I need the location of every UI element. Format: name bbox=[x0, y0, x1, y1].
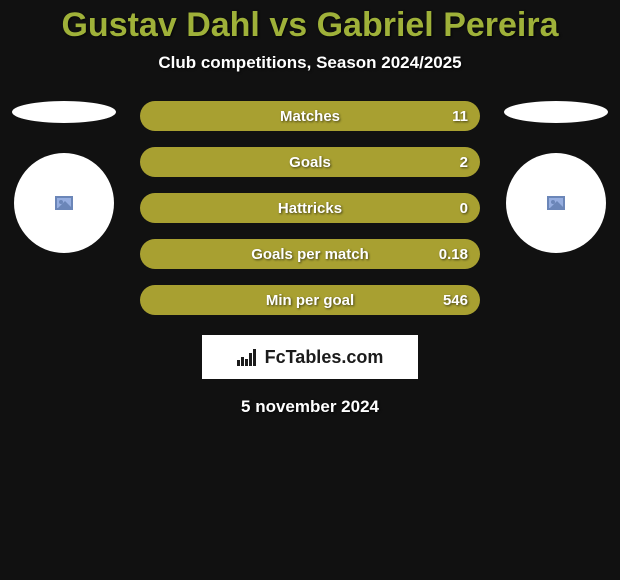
stat-value: 0.18 bbox=[434, 246, 468, 263]
stat-value: 0 bbox=[434, 200, 468, 217]
bar-chart-icon bbox=[237, 348, 259, 366]
stat-bar-goals: Goals 2 bbox=[140, 147, 480, 177]
stat-label: Hattricks bbox=[152, 200, 434, 217]
stat-bar-min-per-goal: Min per goal 546 bbox=[140, 285, 480, 315]
stat-value: 546 bbox=[434, 292, 468, 309]
stat-label: Min per goal bbox=[152, 292, 434, 309]
player-left-column bbox=[8, 101, 120, 253]
stat-label: Matches bbox=[152, 108, 434, 125]
image-placeholder-icon bbox=[55, 196, 73, 210]
stat-label: Goals per match bbox=[152, 246, 434, 263]
player-right-column bbox=[500, 101, 612, 253]
date: 5 november 2024 bbox=[0, 397, 620, 417]
stat-bar-matches: Matches 11 bbox=[140, 101, 480, 131]
stats-bars: Matches 11 Goals 2 Hattricks 0 Goals per… bbox=[140, 101, 480, 315]
stat-value: 2 bbox=[434, 154, 468, 171]
team-badge-left bbox=[12, 101, 116, 123]
page-title: Gustav Dahl vs Gabriel Pereira bbox=[0, 6, 620, 45]
branding: FcTables.com bbox=[202, 335, 418, 379]
comparison-card: Gustav Dahl vs Gabriel Pereira Club comp… bbox=[0, 0, 620, 417]
image-placeholder-icon bbox=[547, 196, 565, 210]
player-avatar-right bbox=[506, 153, 606, 253]
subtitle: Club competitions, Season 2024/2025 bbox=[0, 53, 620, 73]
stat-bar-goals-per-match: Goals per match 0.18 bbox=[140, 239, 480, 269]
player-avatar-left bbox=[14, 153, 114, 253]
team-badge-right bbox=[504, 101, 608, 123]
stat-bar-hattricks: Hattricks 0 bbox=[140, 193, 480, 223]
stat-value: 11 bbox=[434, 108, 468, 125]
comparison-body: Matches 11 Goals 2 Hattricks 0 Goals per… bbox=[0, 101, 620, 315]
stat-label: Goals bbox=[152, 154, 434, 171]
branding-text: FcTables.com bbox=[265, 347, 384, 368]
